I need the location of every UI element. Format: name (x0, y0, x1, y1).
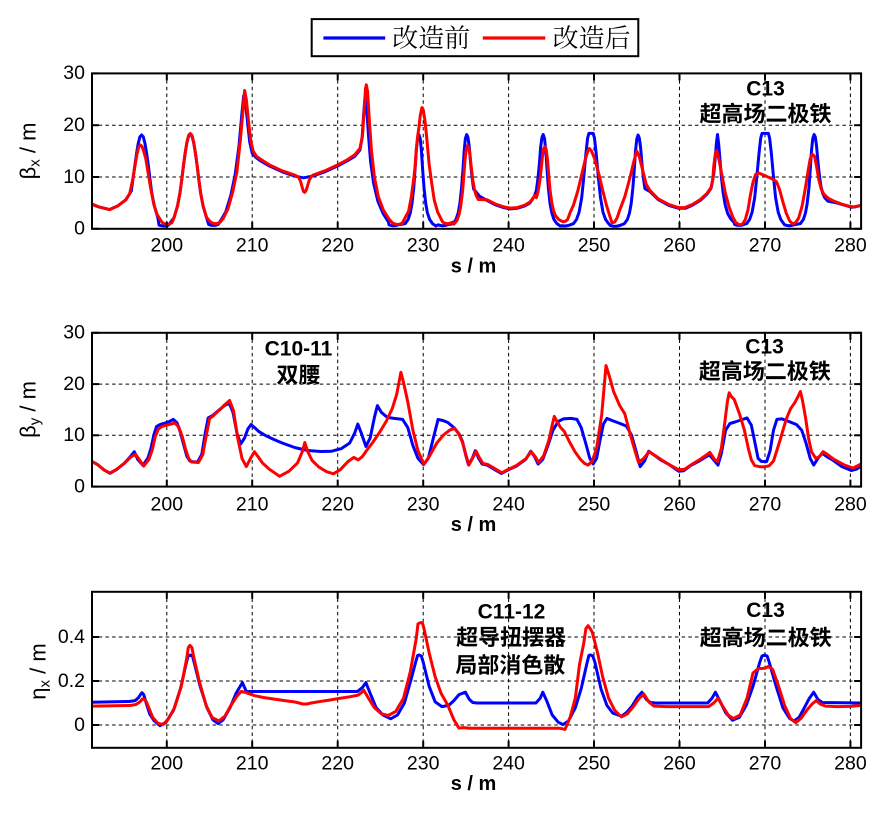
svg-text:200: 200 (151, 493, 184, 515)
svg-text:210: 210 (236, 753, 269, 775)
svg-text:C13: C13 (746, 78, 785, 101)
svg-text:270: 270 (749, 753, 782, 775)
svg-text:210: 210 (236, 493, 269, 515)
svg-text:s / m: s / m (451, 256, 497, 278)
svg-text:260: 260 (663, 235, 696, 257)
svg-text:260: 260 (663, 493, 696, 515)
svg-text:210: 210 (236, 235, 269, 257)
svg-text:230: 230 (407, 493, 440, 515)
svg-text:220: 220 (321, 235, 354, 257)
svg-text:10: 10 (63, 424, 85, 446)
svg-text:0: 0 (74, 475, 85, 497)
svg-text:250: 250 (578, 235, 611, 257)
svg-text:C13: C13 (746, 599, 785, 622)
svg-text:280: 280 (834, 493, 867, 515)
svg-text:270: 270 (749, 493, 782, 515)
svg-text:280: 280 (834, 235, 867, 257)
svg-text:270: 270 (749, 235, 782, 257)
svg-text:240: 240 (492, 235, 525, 257)
svg-text:200: 200 (151, 235, 184, 257)
svg-text:C13: C13 (745, 336, 784, 359)
svg-text:30: 30 (63, 322, 85, 344)
svg-text:βx / m: βx / m (16, 123, 44, 180)
svg-text:240: 240 (492, 493, 525, 515)
svg-text:C11-12: C11-12 (478, 601, 546, 624)
svg-text:230: 230 (407, 753, 440, 775)
svg-text:20: 20 (63, 373, 85, 395)
svg-text:s / m: s / m (451, 773, 497, 795)
svg-text:260: 260 (663, 753, 696, 775)
svg-text:200: 200 (151, 753, 184, 775)
svg-text:250: 250 (578, 493, 611, 515)
svg-text:10: 10 (63, 166, 85, 188)
svg-text:30: 30 (63, 62, 85, 84)
svg-text:220: 220 (321, 493, 354, 515)
svg-text:240: 240 (492, 753, 525, 775)
svg-text:20: 20 (63, 114, 85, 136)
svg-text:βy / m: βy / m (16, 381, 44, 438)
svg-text:0.2: 0.2 (58, 670, 85, 692)
svg-text:0: 0 (74, 714, 85, 736)
svg-text:ηx / m: ηx / m (26, 643, 54, 699)
svg-text:s / m: s / m (451, 514, 497, 536)
svg-text:0: 0 (74, 218, 85, 240)
svg-text:230: 230 (407, 235, 440, 257)
svg-text:0.4: 0.4 (58, 626, 85, 648)
svg-text:220: 220 (321, 753, 354, 775)
svg-text:250: 250 (578, 753, 611, 775)
svg-text:C10-11: C10-11 (265, 338, 333, 361)
svg-text:280: 280 (834, 753, 867, 775)
